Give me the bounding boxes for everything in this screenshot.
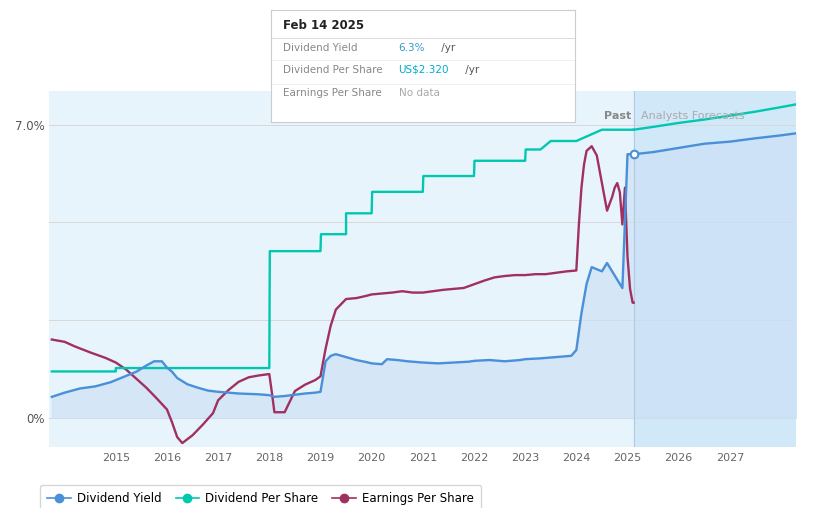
Text: No data: No data	[398, 88, 439, 99]
Text: /yr: /yr	[462, 65, 479, 75]
Text: US$2.320: US$2.320	[398, 65, 449, 75]
Bar	[634, 91, 796, 447]
Text: Dividend Yield: Dividend Yield	[283, 43, 358, 52]
Text: Feb 14 2025: Feb 14 2025	[283, 19, 365, 32]
Text: Past: Past	[603, 111, 631, 121]
Text: 6.3%: 6.3%	[398, 43, 425, 52]
Text: Analysts Forecasts: Analysts Forecasts	[641, 111, 745, 121]
Legend: Dividend Yield, Dividend Per Share, Earnings Per Share: Dividend Yield, Dividend Per Share, Earn…	[40, 485, 481, 508]
Text: /yr: /yr	[438, 43, 456, 52]
Text: Earnings Per Share: Earnings Per Share	[283, 88, 382, 99]
Text: Dividend Per Share: Dividend Per Share	[283, 65, 383, 75]
